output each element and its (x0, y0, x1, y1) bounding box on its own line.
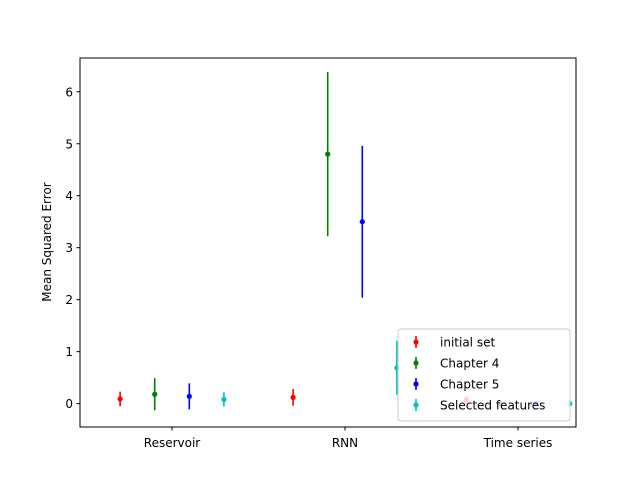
data-point (152, 391, 158, 397)
data-point (325, 151, 331, 157)
y-tick-label: 4 (65, 189, 73, 203)
x-axis-ticks: Reservoir RNN Time series (144, 427, 553, 450)
x-tick-label: Time series (483, 436, 553, 450)
y-tick-label: 6 (65, 85, 73, 99)
y-tick-label: 3 (65, 241, 73, 255)
data-point (359, 219, 365, 225)
y-axis-ticks: 0 1 2 3 4 5 6 (65, 85, 80, 411)
data-point (290, 394, 296, 400)
data-point (221, 396, 227, 403)
legend: initial set Chapter 4 Chapter 5 Selected fe… (397, 328, 571, 422)
data-point (186, 393, 192, 399)
legend-handle-point (413, 381, 419, 387)
y-tick-label: 5 (65, 137, 73, 151)
plot-frame (79, 57, 577, 428)
legend-label: Selected features (440, 399, 545, 413)
data-point (117, 396, 123, 402)
y-tick-label: 2 (65, 293, 73, 307)
legend-handle-point (413, 339, 419, 345)
legend-handle-point (413, 360, 419, 366)
legend-label: initial set (440, 336, 495, 350)
legend-label: Chapter 4 (440, 357, 499, 371)
y-tick-label: 1 (65, 345, 73, 359)
x-tick-label: Reservoir (144, 436, 201, 450)
legend-label: Chapter 5 (440, 378, 499, 392)
y-axis-label: Mean Squared Error (40, 182, 54, 302)
x-tick-label: RNN (332, 436, 358, 450)
y-tick-label: 0 (65, 397, 73, 411)
legend-handle-point (413, 402, 419, 408)
legend-box (397, 328, 571, 422)
